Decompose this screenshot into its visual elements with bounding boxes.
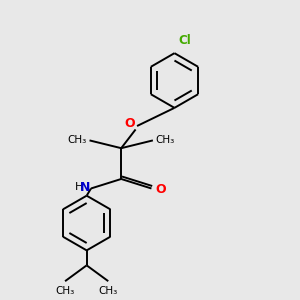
- Text: N: N: [80, 181, 90, 194]
- Text: CH₃: CH₃: [56, 286, 75, 296]
- Text: Cl: Cl: [179, 34, 191, 47]
- Text: O: O: [124, 117, 135, 130]
- Text: CH₃: CH₃: [68, 135, 87, 146]
- Text: H: H: [74, 182, 83, 192]
- Text: O: O: [155, 183, 166, 196]
- Text: CH₃: CH₃: [156, 135, 175, 146]
- Text: CH₃: CH₃: [99, 286, 118, 296]
